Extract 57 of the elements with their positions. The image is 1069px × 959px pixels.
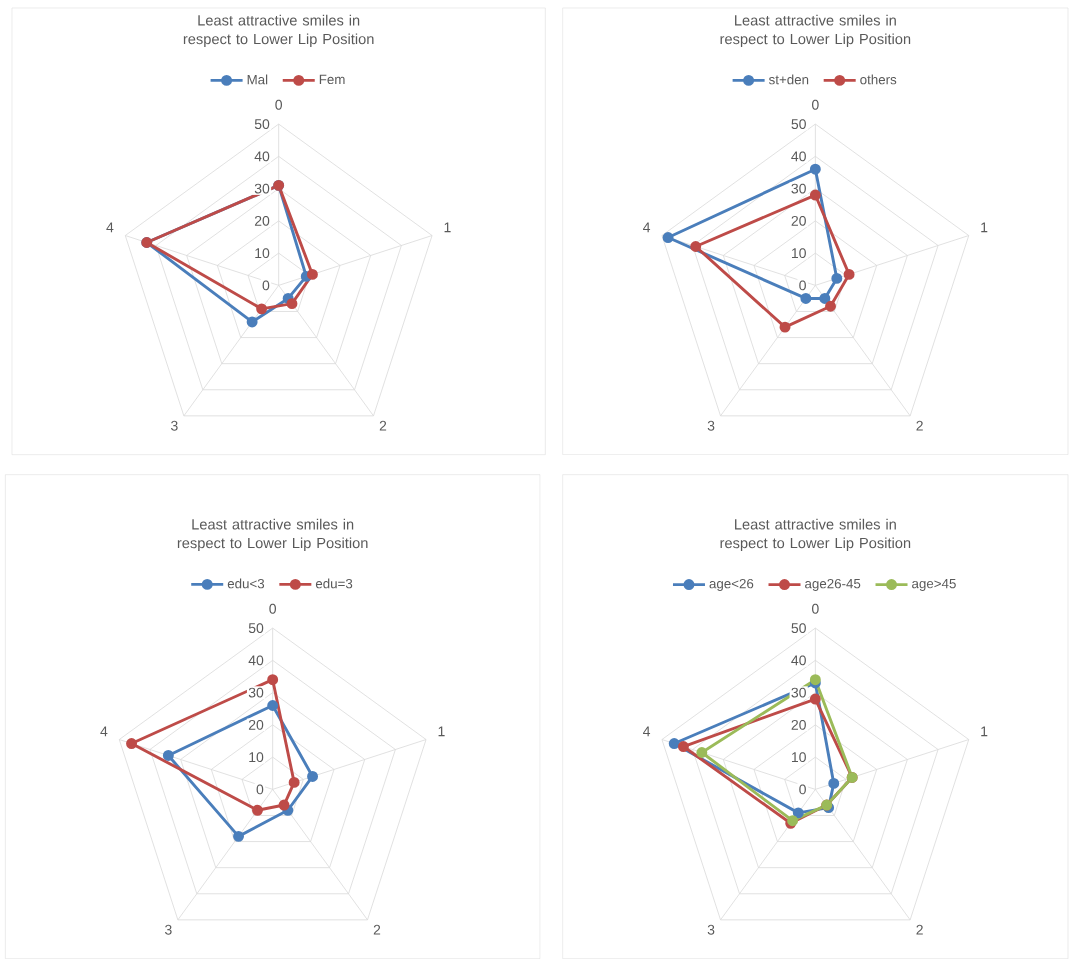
spoke-label: 1 [981, 222, 988, 233]
y-tick-label: 10 [255, 248, 270, 259]
y-tick-label: 20 [791, 719, 806, 730]
legend-label: edu=3 [315, 578, 353, 589]
legend-label: edu<3 [227, 578, 265, 589]
chart-title: Least attractive smiles in respect to Lower Lip Position [183, 14, 374, 48]
spoke-label: 0 [269, 603, 277, 614]
spoke-label: 4 [100, 726, 108, 737]
spoke-label: 2 [916, 420, 923, 431]
y-tick-label: 10 [791, 752, 806, 763]
y-tick-label: 10 [791, 248, 806, 259]
spoke-label: 0 [812, 99, 819, 110]
spoke-label: 3 [707, 924, 715, 935]
y-tick-label: 50 [254, 119, 270, 130]
spoke-label: 2 [373, 924, 381, 935]
legend-label: age26-45 [805, 578, 861, 591]
y-tick-label: 30 [791, 183, 806, 194]
y-tick-label: 40 [791, 151, 806, 162]
spoke-label: 3 [165, 924, 172, 935]
spoke-label: 4 [643, 726, 651, 737]
chart-title: Least attractive smiles in respect to Lower Lip Position [720, 14, 911, 48]
y-tick-label: 0 [256, 784, 264, 795]
y-tick-label: 50 [248, 623, 264, 634]
y-tick-label: 50 [791, 623, 806, 634]
legend-label: st+den [768, 74, 809, 85]
legend-label: Mal [247, 74, 268, 85]
spoke-label: 3 [707, 420, 715, 431]
spoke-label: 0 [275, 99, 283, 110]
spoke-label: 1 [981, 726, 988, 737]
legend-label: age>45 [912, 578, 956, 591]
y-tick-label: 0 [799, 784, 806, 795]
legend-label: others [860, 74, 897, 85]
spoke-label: 3 [171, 420, 178, 431]
y-tick-label: 20 [248, 719, 264, 730]
spoke-label: 2 [916, 924, 923, 935]
y-tick-label: 20 [254, 215, 270, 226]
chart-title: Least attractive smiles in respect to Lower Lip Position [720, 518, 911, 552]
y-tick-label: 10 [249, 752, 264, 763]
spoke-label: 2 [379, 420, 387, 431]
chart-title: Least attractive smiles in respect to Lower Lip Position [177, 518, 368, 552]
spoke-label: 1 [438, 726, 445, 737]
y-tick-label: 50 [791, 119, 806, 130]
spoke-label: 1 [444, 222, 451, 233]
spoke-label: 4 [643, 222, 651, 233]
y-tick-label: 30 [254, 183, 270, 194]
y-tick-label: 40 [248, 655, 264, 666]
spoke-label: 0 [812, 603, 819, 614]
y-tick-label: 30 [248, 687, 264, 698]
y-tick-label: 30 [791, 687, 806, 698]
y-tick-label: 0 [799, 280, 806, 291]
y-tick-label: 40 [791, 655, 806, 666]
legend-label: age<26 [709, 578, 754, 591]
y-tick-label: 0 [262, 280, 270, 291]
y-tick-label: 40 [254, 151, 270, 162]
legend-label: Fem [319, 74, 345, 85]
spoke-label: 4 [106, 222, 114, 233]
y-tick-label: 20 [791, 215, 806, 226]
